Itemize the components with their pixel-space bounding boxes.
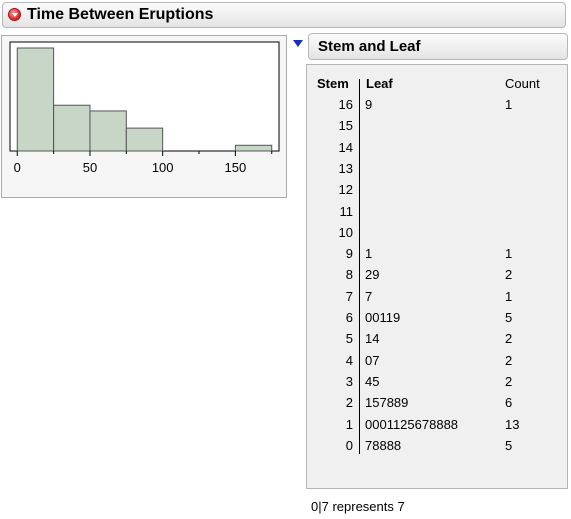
x-tick-label: 150 — [225, 160, 247, 175]
stem-leaf-row: 13 — [307, 159, 567, 180]
stem-leaf-row: 0 78888 5 — [307, 436, 567, 457]
leaf-value: 157889 — [365, 395, 409, 411]
stem-value: 14 — [338, 139, 353, 155]
count-value: 1 — [505, 288, 513, 304]
red-triangle-menu-icon[interactable] — [8, 8, 21, 21]
stem-leaf-title: Stem and Leaf — [318, 38, 421, 55]
stem-value: 2 — [345, 395, 353, 411]
stem-divider-line — [359, 79, 360, 454]
stem-leaf-row: 14 — [307, 138, 567, 159]
x-tick-label: 50 — [83, 160, 97, 175]
stem-value: 1 — [345, 416, 353, 432]
stem-leaf-row: 1 0001125678888 13 — [307, 415, 567, 436]
histogram-bar[interactable] — [125, 127, 164, 152]
stem-leaf-row: 6 00119 5 — [307, 308, 567, 329]
x-tick-label: 0 — [14, 160, 21, 175]
histogram-frame: 0 50 100 150 — [1, 35, 287, 198]
count-column-header: Count — [505, 76, 540, 91]
count-value: 2 — [505, 267, 513, 283]
leaf-value: 14 — [365, 331, 380, 347]
stem-leaf-row: 4 07 2 — [307, 351, 567, 372]
stem-value: 11 — [339, 203, 354, 219]
leaf-value: 00119 — [365, 310, 401, 325]
histogram-bar[interactable] — [89, 110, 127, 152]
stem-value: 5 — [345, 331, 353, 347]
stem-leaf-row: 10 — [307, 223, 567, 244]
stem-value: 15 — [338, 118, 353, 134]
leaf-column-header: Leaf — [366, 76, 393, 91]
stem-leaf-row: 2 157889 6 — [307, 393, 567, 414]
histogram-bar[interactable] — [53, 104, 91, 152]
count-value: 6 — [505, 395, 513, 411]
count-value: 13 — [505, 416, 520, 432]
stem-value: 0 — [345, 437, 353, 453]
x-tick-label: 100 — [152, 160, 174, 175]
count-value: 5 — [505, 437, 513, 453]
histogram-chart: 0 50 100 150 — [9, 41, 280, 175]
leaf-value: 07 — [365, 352, 380, 368]
stem-value: 10 — [338, 224, 353, 240]
stem-value: 7 — [345, 288, 353, 304]
leaf-value: 0001125678888 — [365, 416, 459, 432]
count-value: 1 — [505, 97, 513, 112]
outline-header[interactable]: Time Between Eruptions — [2, 2, 566, 28]
outline-title: Time Between Eruptions — [27, 6, 214, 23]
histogram-bar[interactable] — [16, 47, 55, 152]
leaf-value: 45 — [365, 373, 380, 389]
disclosure-triangle-icon[interactable] — [293, 40, 303, 47]
stem-value: 6 — [345, 310, 353, 325]
stem-leaf-row: 16 9 1 — [307, 95, 567, 116]
stem-leaf-row: 12 — [307, 180, 567, 201]
count-value: 2 — [505, 373, 513, 389]
stem-value: 3 — [345, 373, 353, 389]
stem-leaf-legend: 0|7 represents 7 — [311, 499, 405, 514]
count-value: 5 — [505, 310, 513, 325]
stem-leaf-table: Stem Leaf Count 16 9 1 15 14 13 12 11 10 9 1 1 8 29 2 7… — [306, 64, 568, 489]
leaf-value: 9 — [365, 97, 373, 112]
leaf-value: 1 — [365, 246, 373, 262]
leaf-value: 7 — [365, 288, 373, 304]
stem-value: 16 — [338, 97, 353, 112]
stem-value: 12 — [338, 182, 353, 198]
stem-leaf-header[interactable]: Stem and Leaf — [308, 33, 568, 60]
stem-column-header: Stem — [317, 76, 349, 91]
stem-value: 8 — [345, 267, 353, 283]
leaf-value: 29 — [365, 267, 380, 283]
stem-value: 4 — [345, 352, 353, 368]
count-value: 2 — [505, 331, 513, 347]
stem-leaf-row: 11 — [307, 202, 567, 223]
count-value: 2 — [505, 352, 513, 368]
stem-value: 13 — [338, 160, 353, 176]
stem-leaf-row: 3 45 2 — [307, 372, 567, 393]
stem-leaf-row: 15 — [307, 116, 567, 137]
count-value: 1 — [505, 246, 513, 262]
leaf-value: 78888 — [365, 437, 402, 453]
histogram-bar[interactable] — [234, 144, 273, 152]
stem-leaf-row: 5 14 2 — [307, 329, 567, 350]
stem-leaf-row: 8 29 2 — [307, 265, 567, 286]
stem-value: 9 — [345, 246, 353, 262]
